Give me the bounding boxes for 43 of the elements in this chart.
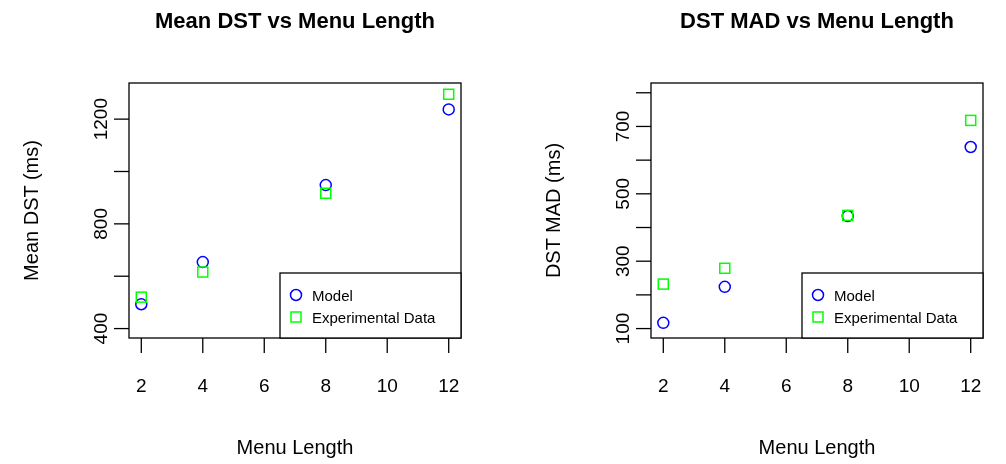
point	[135, 297, 148, 311]
x-tick-label: 4	[197, 375, 209, 396]
point	[196, 255, 210, 269]
x-tick-label: 6	[780, 375, 792, 396]
chart-title: Mean DST vs Menu Length	[155, 8, 435, 33]
point	[319, 178, 332, 192]
point	[197, 266, 209, 278]
point	[964, 114, 977, 127]
x-tick-label: 4	[719, 375, 731, 396]
legend-label: Experimental Data	[834, 309, 959, 326]
point	[319, 187, 332, 199]
x-tick-label: 12	[960, 375, 982, 396]
y-tick-label: 100	[612, 312, 633, 345]
y-tick-label: 500	[612, 177, 633, 210]
chart-title: DST MAD vs Menu Length	[680, 8, 954, 33]
point	[657, 278, 670, 290]
x-tick-label: 2	[136, 375, 147, 396]
x-axis-title: Menu Length	[758, 436, 876, 458]
point	[135, 291, 148, 303]
x-tick-label: 8	[842, 375, 854, 396]
y-tick-label: 400	[90, 312, 111, 345]
y-axis-title: DST MAD (ms)	[542, 142, 564, 279]
x-axis-title: Menu Length	[236, 436, 354, 458]
y-tick-label: 700	[612, 110, 633, 143]
x-tick-label: 10	[898, 375, 920, 396]
x-tick-label: 6	[258, 375, 270, 396]
point	[964, 140, 977, 154]
point	[718, 280, 732, 294]
point	[719, 262, 731, 275]
legend-label: Model	[834, 287, 875, 304]
point	[657, 316, 670, 330]
x-tick-label: 8	[320, 375, 332, 396]
point	[442, 103, 455, 116]
y-tick-label: 1200	[90, 97, 111, 141]
x-tick-label: 12	[438, 375, 460, 396]
legend-label: Model	[312, 287, 353, 304]
y-tick-label: 300	[612, 245, 633, 278]
legend-label: Experimental Data	[312, 309, 437, 326]
y-axis-title: Mean DST (ms)	[20, 140, 42, 281]
point	[442, 88, 455, 101]
x-tick-label: 10	[376, 375, 398, 396]
y-tick-label: 800	[90, 208, 111, 240]
x-tick-label: 2	[658, 375, 669, 396]
